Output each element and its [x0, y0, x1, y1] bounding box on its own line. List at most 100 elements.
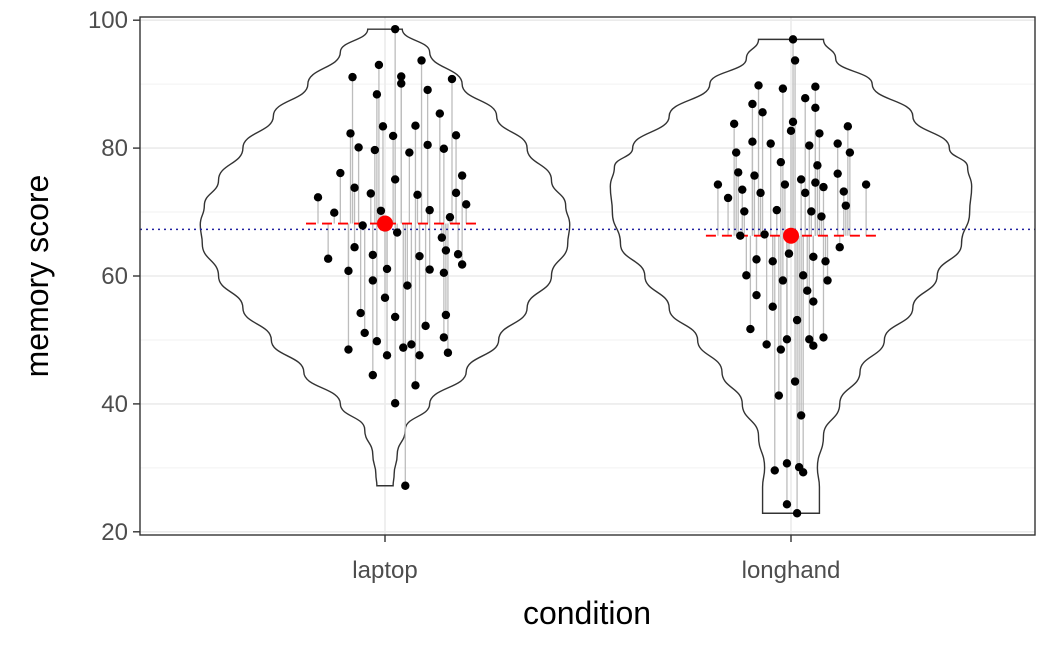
data-point [756, 188, 765, 198]
data-point [376, 206, 386, 215]
data-point [399, 343, 408, 352]
data-point [782, 459, 792, 468]
data-point [370, 145, 380, 155]
data-point [330, 208, 339, 217]
group-mean-point-longhand [783, 227, 799, 244]
data-point [356, 308, 365, 318]
data-point [350, 243, 359, 252]
data-point [734, 168, 743, 177]
data-point [417, 56, 426, 65]
data-point [453, 250, 463, 259]
data-point [729, 119, 739, 128]
data-point [778, 84, 788, 93]
violin-outlines [199, 28, 973, 514]
data-point [782, 335, 792, 344]
data-point [790, 377, 800, 386]
group-means [377, 215, 799, 244]
data-point [360, 328, 369, 338]
data-point [742, 271, 751, 280]
data-point [819, 333, 828, 342]
data-point [445, 212, 455, 222]
data-point [762, 340, 771, 349]
data-point [462, 200, 471, 209]
data-point [441, 310, 451, 320]
data-point [344, 266, 353, 276]
data-point [713, 180, 723, 189]
data-point [768, 257, 777, 266]
data-point [344, 345, 353, 354]
data-point [378, 122, 388, 131]
data-point [423, 140, 432, 150]
data-point [401, 481, 410, 490]
data-point [811, 178, 820, 187]
data-point [435, 109, 445, 118]
data-point [782, 500, 792, 509]
data-point [839, 187, 848, 196]
data-point [313, 193, 323, 202]
x-axis-title: condition [523, 595, 651, 631]
data-point [382, 351, 392, 360]
y-tick-label: 40 [101, 391, 128, 418]
data-point [811, 82, 820, 91]
data-point [457, 260, 467, 269]
data-point [788, 117, 798, 127]
data-point [421, 321, 430, 331]
data-point [798, 271, 808, 280]
data-point [776, 345, 786, 354]
x-tick-label: laptop [352, 557, 417, 584]
data-point [390, 24, 400, 34]
data-point [754, 81, 763, 90]
data-point [803, 286, 812, 295]
data-point [323, 254, 333, 263]
data-point [813, 161, 822, 170]
data-point [372, 90, 382, 99]
data-point [390, 175, 400, 184]
data-point [415, 251, 424, 261]
data-point [366, 189, 375, 198]
data-point [845, 148, 855, 157]
data-point [439, 144, 449, 153]
data-point [346, 129, 355, 138]
y-tick-label: 100 [88, 7, 128, 34]
data-point [821, 257, 830, 266]
y-tick-label: 80 [101, 135, 128, 162]
data-point [833, 169, 842, 178]
data-point [752, 255, 761, 264]
y-axis: 20 40 60 80 100 [88, 7, 140, 546]
data-point [731, 148, 741, 157]
data-point [443, 348, 453, 357]
data-point [368, 370, 378, 380]
data-point [796, 411, 806, 420]
data-point [368, 250, 378, 260]
data-point [809, 341, 818, 350]
data-point [817, 212, 826, 221]
data-point [750, 171, 759, 180]
data-point [784, 249, 794, 258]
data-point [809, 297, 818, 306]
data-point [457, 171, 467, 180]
data-point [788, 35, 798, 44]
data-point [368, 276, 378, 285]
data-point [768, 302, 777, 311]
data-point [388, 131, 398, 141]
data-point [390, 399, 400, 408]
data-point [748, 137, 757, 146]
data-point [796, 175, 806, 184]
data-point [423, 85, 432, 95]
data-point [786, 126, 796, 136]
data-point [439, 333, 449, 342]
data-point [770, 466, 779, 475]
data-points [313, 24, 871, 518]
data-point [392, 228, 402, 237]
data-point [441, 246, 451, 255]
data-point [738, 185, 747, 194]
data-point [772, 205, 781, 215]
data-point [746, 324, 755, 334]
data-point [801, 188, 810, 198]
data-point [776, 157, 786, 167]
data-point [415, 351, 424, 360]
violin-longhand [609, 38, 973, 514]
data-point [835, 243, 844, 252]
data-point [843, 122, 853, 131]
